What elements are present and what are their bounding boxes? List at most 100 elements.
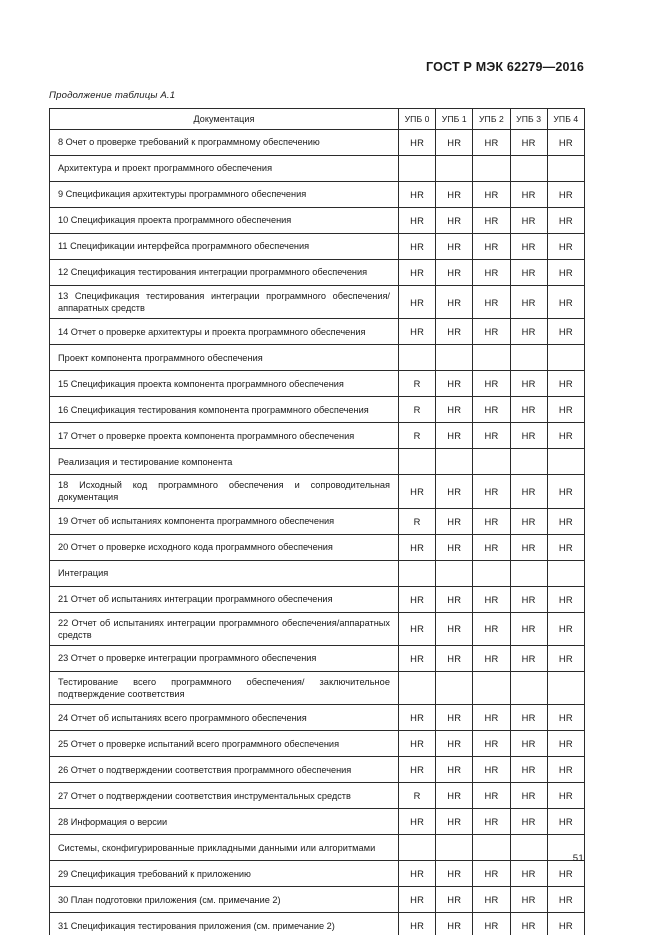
documentation-cell: 26 Отчет о подтверждении соответствия пр… [49,756,399,784]
upb-3-cell [509,559,548,587]
upb-1-cell: HR [435,370,474,398]
upb-0-cell: HR [397,611,437,646]
upb-2-cell: HR [472,533,511,561]
upb-4-cell: HR [546,207,585,234]
documentation-cell: 19 Отчет об испытаниях компонента програ… [49,507,399,535]
upb-0-cell: HR [397,730,437,758]
upb-2-cell: HR [472,396,511,424]
upb-3-cell: HR [509,259,548,286]
documentation-cell: 31 Спецификация тестирования приложения … [49,912,399,935]
table-row: 17 Отчет о проверке проекта компонента п… [49,422,585,450]
upb-1-cell: HR [435,474,474,509]
upb-0-cell: R [397,782,437,810]
upb-1-cell [435,344,474,372]
upb-1-cell: HR [435,129,474,156]
upb-2-cell [472,448,511,476]
upb-0-cell: HR [397,756,437,784]
table-row: 27 Отчет о подтверждении соответствия ин… [49,782,585,810]
upb-4-cell: HR [546,644,585,672]
upb-4-cell: HR [546,886,585,914]
upb-2-cell: HR [472,730,511,758]
upb-2-cell: HR [472,207,511,234]
upb-0-cell: HR [397,259,437,286]
upb-1-cell: HR [435,860,474,888]
upb-4-cell: HR [546,533,585,561]
upb-4-cell: HR [546,422,585,450]
upb-1-cell: HR [435,704,474,732]
upb-4-cell: HR [546,129,585,156]
upb-1-cell: HR [435,507,474,535]
documentation-cell: 10 Спецификация проекта программного обе… [49,207,399,234]
table-row: 12 Спецификация тестирования интеграции … [49,259,585,286]
upb-4-cell: HR [546,233,585,260]
column-header-upb-4: УПБ 4 [546,108,585,130]
upb-2-cell: HR [472,507,511,535]
upb-2-cell: HR [472,422,511,450]
documentation-cell: 8 Очет о проверке требований к программн… [49,129,399,156]
upb-4-cell: HR [546,730,585,758]
upb-3-cell: HR [509,886,548,914]
documentation-cell: 13 Спецификация тестирования интеграции … [49,284,399,320]
upb-1-cell [435,559,474,587]
upb-2-cell: HR [472,611,511,646]
upb-0-cell: HR [397,912,437,935]
upb-1-cell: HR [435,644,474,672]
upb-3-cell: HR [509,207,548,234]
running-head: ГОСТ Р МЭК 62279—2016 [426,60,584,74]
documentation-cell: Проект компонента программного обеспечен… [49,344,399,372]
table-row: 16 Спецификация тестирования компонента … [49,396,585,424]
upb-1-cell: HR [435,318,474,346]
upb-3-cell: HR [509,181,548,208]
upb-3-cell: HR [509,318,548,346]
column-header-upb-3: УПБ 3 [509,108,548,130]
upb-3-cell: HR [509,507,548,535]
upb-1-cell [435,448,474,476]
table-row: 23 Отчет о проверке интеграции программн… [49,644,585,672]
upb-0-cell: HR [397,318,437,346]
table-row: 26 Отчет о подтверждении соответствия пр… [49,756,585,784]
upb-1-cell: HR [435,533,474,561]
documentation-cell: 15 Спецификация проекта компонента прогр… [49,370,399,398]
table-row: 9 Спецификация архитектуры программного … [49,181,585,208]
table-section-row: Архитектура и проект программного обеспе… [49,155,585,182]
upb-1-cell: HR [435,756,474,784]
table-row: 14 Отчет о проверке архитектуры и проект… [49,318,585,346]
upb-3-cell: HR [509,284,548,320]
upb-1-cell: HR [435,585,474,613]
upb-0-cell [397,670,437,706]
upb-4-cell [546,670,585,706]
documentation-cell: Архитектура и проект программного обеспе… [49,155,399,182]
upb-4-cell: HR [546,181,585,208]
upb-3-cell: HR [509,129,548,156]
upb-2-cell: HR [472,181,511,208]
upb-4-cell: HR [546,284,585,320]
upb-3-cell: HR [509,756,548,784]
documentation-cell: Тестирование всего программного обеспече… [49,670,399,706]
documentation-cell: 14 Отчет о проверке архитектуры и проект… [49,318,399,346]
upb-0-cell: HR [397,474,437,509]
table-row: 11 Спецификации интерфейса программного … [49,233,585,260]
documentation-cell: 22 Отчет об испытаниях интеграции програ… [49,611,399,646]
upb-1-cell: HR [435,233,474,260]
upb-3-cell [509,670,548,706]
documentation-requirements-table: Документация УПБ 0 УПБ 1 УПБ 2 УПБ 3 УПБ… [49,108,585,935]
upb-3-cell: HR [509,422,548,450]
table-section-row: Реализация и тестирование компонента [49,448,585,476]
table-caption: Продолжение таблицы А.1 [49,90,176,101]
upb-0-cell: HR [397,704,437,732]
upb-0-cell: HR [397,886,437,914]
upb-3-cell: HR [509,704,548,732]
upb-1-cell: HR [435,181,474,208]
table-section-row: Тестирование всего программного обеспече… [49,670,585,706]
table-row: 13 Спецификация тестирования интеграции … [49,284,585,320]
table-row: 24 Отчет об испытаниях всего программног… [49,704,585,732]
upb-0-cell: R [397,396,437,424]
upb-2-cell: HR [472,704,511,732]
upb-4-cell: HR [546,507,585,535]
upb-4-cell: HR [546,370,585,398]
upb-2-cell: HR [472,782,511,810]
upb-0-cell [397,834,437,862]
upb-0-cell: R [397,370,437,398]
upb-1-cell: HR [435,730,474,758]
documentation-cell: 23 Отчет о проверке интеграции программн… [49,644,399,672]
